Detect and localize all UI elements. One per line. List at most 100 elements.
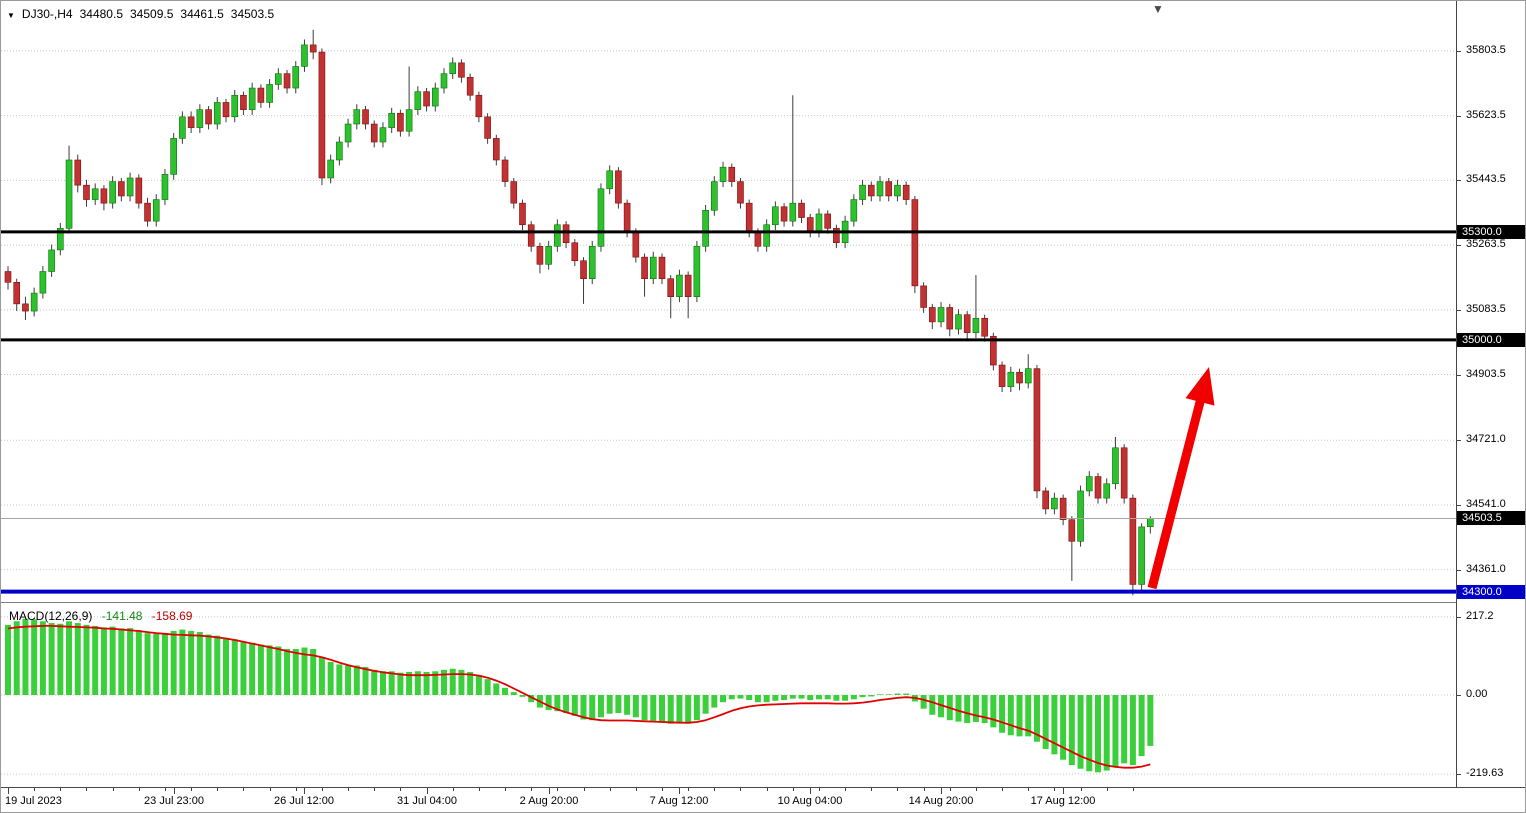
macd-bar xyxy=(903,693,910,695)
chart-shift-marker-icon[interactable]: ▼ xyxy=(1152,2,1164,16)
candle-body xyxy=(65,159,73,229)
candle-body xyxy=(1147,518,1154,528)
candle-body xyxy=(179,116,186,139)
time-axis-minor-tick xyxy=(113,788,114,791)
macd-bar xyxy=(528,695,535,703)
time-axis-major-tick xyxy=(427,788,428,794)
candle-body xyxy=(266,84,273,103)
symbol-dropdown-icon[interactable]: ▼ xyxy=(7,10,15,20)
candle-body xyxy=(1016,371,1023,384)
candle xyxy=(57,222,64,256)
time-axis-minor-tick xyxy=(139,788,140,791)
macd-bar xyxy=(798,695,805,699)
candle-body xyxy=(737,181,744,204)
candle-body xyxy=(667,278,675,297)
candle xyxy=(981,314,988,342)
candle xyxy=(22,296,29,321)
macd-bar xyxy=(842,695,849,701)
candle xyxy=(109,176,116,209)
candle-body xyxy=(728,166,736,182)
candle-body xyxy=(118,181,125,197)
candle-body xyxy=(789,202,797,222)
candle xyxy=(1051,492,1058,515)
candle xyxy=(615,167,622,209)
candle-body xyxy=(649,256,657,279)
candle xyxy=(397,109,404,137)
time-axis[interactable]: 19 Jul 2023 23 Jul 23:00 26 Jul 12:00 31 Ju… xyxy=(1,787,1525,812)
candle xyxy=(806,213,814,238)
candle-body xyxy=(126,177,134,197)
macd-bar xyxy=(1033,695,1040,742)
candle-body xyxy=(170,138,177,175)
time-axis-minor-tick xyxy=(819,788,820,791)
candle-body xyxy=(362,109,369,125)
time-axis-major-tick xyxy=(8,788,9,794)
macd-chart-canvas[interactable] xyxy=(1,603,1456,786)
candle-body xyxy=(1068,519,1076,542)
price-axis-tick xyxy=(1457,570,1461,571)
macd-bar xyxy=(563,695,570,713)
time-axis-minor-tick xyxy=(531,788,532,791)
macd-bar xyxy=(1095,695,1101,773)
candle-body xyxy=(388,112,395,128)
macd-bar xyxy=(1147,695,1154,746)
macd-axis-label: -219.63 xyxy=(1466,767,1504,779)
time-axis-minor-tick xyxy=(584,788,585,791)
candle xyxy=(222,98,230,123)
candle-body xyxy=(606,170,613,190)
macd-bar xyxy=(318,657,325,695)
candle-body xyxy=(370,123,378,143)
candle xyxy=(911,195,919,294)
candle-body xyxy=(998,364,1006,387)
candle xyxy=(231,89,239,123)
macd-bar xyxy=(83,624,90,695)
candle-body xyxy=(981,317,988,337)
trend-arrow[interactable] xyxy=(1147,367,1215,590)
candle xyxy=(929,303,936,330)
macd-bar xyxy=(345,665,352,695)
macd-bar xyxy=(571,695,578,716)
candle-body xyxy=(1120,447,1128,499)
price-axis-label: 35083.5 xyxy=(1466,303,1506,315)
candle-body xyxy=(484,116,491,139)
candle xyxy=(388,107,395,134)
price-axis-label: 34903.5 xyxy=(1466,368,1506,380)
price-axis-tick xyxy=(1457,375,1461,376)
macd-bar xyxy=(676,695,683,724)
candle-body xyxy=(240,94,247,110)
candle-body xyxy=(894,184,901,197)
candle-body xyxy=(1103,483,1111,499)
candle xyxy=(1094,472,1102,504)
macd-bar xyxy=(597,695,604,718)
time-axis-label: 23 Jul 23:00 xyxy=(144,795,204,807)
candle-body xyxy=(676,274,683,297)
macd-bar xyxy=(231,639,238,695)
macd-bar xyxy=(972,695,979,722)
candle xyxy=(1112,436,1119,490)
candle xyxy=(309,29,317,60)
main-chart-pane: ▼ DJ30-,H4 34480.5 34509.5 34461.5 34503… xyxy=(1,1,1456,603)
candle xyxy=(1042,487,1049,515)
candle-body xyxy=(213,102,221,125)
macd-bar xyxy=(632,695,639,718)
price-axis[interactable]: 35803.5 35623.5 35443.5 35263.5 35083.5 34903… xyxy=(1456,1,1525,788)
macd-bar xyxy=(100,627,107,695)
candle-body xyxy=(283,73,291,89)
candle-body xyxy=(937,307,945,323)
macd-bar xyxy=(423,671,430,695)
main-chart-canvas[interactable] xyxy=(1,1,1456,601)
candle-body xyxy=(48,249,55,272)
time-axis-minor-tick xyxy=(60,788,61,791)
macd-axis-label: 0.00 xyxy=(1466,688,1488,700)
candle-body xyxy=(109,181,116,204)
candle-body xyxy=(1112,447,1119,485)
candle xyxy=(658,253,666,285)
candle xyxy=(1007,366,1015,393)
candle xyxy=(126,172,134,202)
macd-bar xyxy=(74,623,81,695)
candle-body xyxy=(859,184,866,200)
price-axis-label: 35803.5 xyxy=(1466,44,1506,56)
price-axis-tick xyxy=(1457,245,1461,246)
macd-bar xyxy=(144,633,151,695)
candle xyxy=(431,82,439,112)
